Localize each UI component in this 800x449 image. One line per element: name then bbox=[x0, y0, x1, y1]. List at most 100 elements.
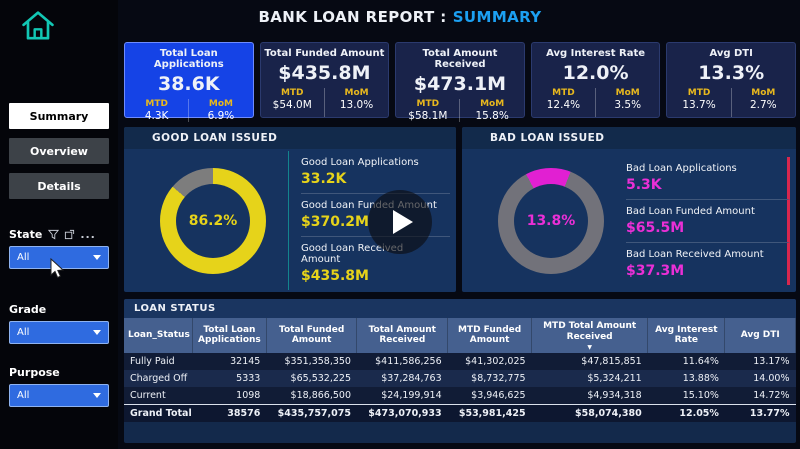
focus-mode-icon[interactable] bbox=[64, 229, 75, 240]
table-cell: 13.88% bbox=[647, 369, 725, 387]
table-cell: 1098 bbox=[192, 386, 267, 405]
mtd-label: MTD bbox=[687, 88, 711, 98]
mtd-value: 4.3K bbox=[144, 110, 169, 122]
column-header-label: MTD Total Amount Received bbox=[543, 321, 637, 342]
column-header-mtd-received[interactable]: MTD Total Amount Received ▼ bbox=[531, 318, 649, 353]
state-dropdown[interactable]: All bbox=[9, 246, 109, 269]
table-row-fully-paid[interactable]: Fully Paid 32145 $351,358,350 $411,586,2… bbox=[124, 352, 796, 370]
purpose-filter-group: Purpose All bbox=[9, 366, 109, 407]
table-cell: $53,981,425 bbox=[447, 403, 532, 422]
table-cell: 12.05% bbox=[647, 403, 725, 422]
kpi-card-avg-interest-rate[interactable]: Avg Interest Rate 12.0% MTD 12.4% MoM 3.5% bbox=[530, 42, 661, 118]
table-cell: $41,302,025 bbox=[447, 352, 532, 370]
report-title-text: BANK LOAN REPORT : bbox=[258, 8, 447, 26]
kpi-value: 38.6K bbox=[157, 73, 220, 95]
grade-filter-group: Grade All bbox=[9, 303, 109, 344]
chevron-down-icon bbox=[93, 255, 101, 260]
metric-label: Good Loan Received Amount bbox=[301, 243, 404, 265]
kpi-value: 12.0% bbox=[562, 62, 629, 84]
play-button[interactable] bbox=[368, 190, 432, 254]
column-header-avg-interest[interactable]: Avg Interest Rate bbox=[647, 318, 726, 353]
grade-filter-label: Grade bbox=[9, 303, 47, 316]
table-cell: 5333 bbox=[192, 369, 267, 387]
bad-loan-panel: BAD LOAN ISSUED 13.8% Bad Loan Applicati… bbox=[462, 127, 796, 292]
sidebar: Summary Overview Details State ... bbox=[0, 0, 118, 449]
sidebar-nav: Summary Overview Details bbox=[9, 103, 109, 208]
column-header-avg-dti[interactable]: Avg DTI bbox=[724, 318, 796, 353]
grade-dropdown-value: All bbox=[17, 327, 30, 338]
table-cell: $435,757,075 bbox=[266, 403, 357, 422]
table-cell: 13.17% bbox=[724, 352, 796, 370]
kpi-card-total-loan-applications[interactable]: Total Loan Applications 38.6K MTD 4.3K Mo… bbox=[124, 42, 254, 122]
table-cell: $4,934,318 bbox=[531, 386, 648, 405]
column-header-total-applications[interactable]: Total Loan Applications bbox=[192, 318, 267, 353]
table-cell: $8,732,775 bbox=[447, 369, 532, 387]
bad-loan-panel-title: BAD LOAN ISSUED bbox=[462, 127, 796, 149]
nav-tab-summary[interactable]: Summary bbox=[9, 103, 109, 129]
mtd-value: 13.7% bbox=[682, 99, 716, 111]
column-header-mtd-funded[interactable]: MTD Funded Amount bbox=[447, 318, 533, 353]
kpi-value: $473.1M bbox=[413, 73, 507, 95]
mom-label: MoM bbox=[615, 88, 640, 98]
column-header-total-received[interactable]: Total Amount Received bbox=[356, 318, 449, 353]
kpi-value: 13.3% bbox=[698, 62, 765, 84]
table-row-charged-off[interactable]: Charged Off 5333 $65,532,225 $37,284,763… bbox=[124, 369, 796, 387]
table-cell: 14.00% bbox=[724, 369, 796, 387]
loan-status-table: Loan_Status Total Loan Applications Tota… bbox=[124, 318, 796, 422]
kpi-row: Total Loan Applications 38.6K MTD 4.3K Mo… bbox=[124, 42, 796, 122]
table-row-current[interactable]: Current 1098 $18,866,500 $24,199,914 $3,… bbox=[124, 386, 796, 405]
table-header-row: Loan_Status Total Loan Applications Tota… bbox=[124, 318, 796, 353]
kpi-title: Total Funded Amount bbox=[264, 48, 385, 59]
metric-value: $370.2M bbox=[301, 214, 369, 230]
mtd-value: $54.0M bbox=[272, 99, 312, 111]
mom-label: MoM bbox=[208, 99, 233, 109]
sort-descending-icon[interactable]: ▼ bbox=[587, 343, 592, 351]
home-icon[interactable] bbox=[18, 6, 58, 46]
good-loan-panel-title: GOOD LOAN ISSUED bbox=[124, 127, 456, 149]
metric-label: Good Loan Applications bbox=[301, 157, 419, 168]
table-cell: 15.10% bbox=[647, 386, 725, 405]
play-icon bbox=[393, 210, 413, 234]
more-options-icon[interactable]: ... bbox=[80, 227, 96, 241]
table-cell: Current bbox=[124, 386, 193, 405]
bad-loan-donut-chart[interactable]: 13.8% bbox=[498, 167, 604, 274]
table-cell: $18,866,500 bbox=[266, 386, 357, 405]
table-row-grand-total: Grand Total 38576 $435,757,075 $473,070,… bbox=[124, 403, 796, 422]
mtd-label: MTD bbox=[416, 99, 440, 109]
purpose-dropdown-value: All bbox=[17, 390, 30, 401]
table-cell: 38576 bbox=[192, 403, 267, 422]
column-header-loan-status[interactable]: Loan_Status bbox=[124, 318, 193, 353]
table-cell: Fully Paid bbox=[124, 352, 193, 370]
table-cell: 14.72% bbox=[724, 386, 796, 405]
metric-value: 33.2K bbox=[301, 171, 347, 187]
purpose-dropdown[interactable]: All bbox=[9, 384, 109, 407]
table-cell: $24,199,914 bbox=[356, 386, 448, 405]
kpi-card-total-amount-received[interactable]: Total Amount Received $473.1M MTD $58.1M … bbox=[395, 42, 525, 122]
table-cell: $65,532,225 bbox=[266, 369, 357, 387]
table-cell: $351,358,350 bbox=[266, 352, 357, 370]
chevron-down-icon bbox=[93, 330, 101, 335]
metric-value: $65.5M bbox=[626, 219, 685, 236]
mom-value: 3.5% bbox=[614, 99, 642, 111]
good-loan-percentage: 86.2% bbox=[188, 212, 238, 229]
kpi-card-avg-dti[interactable]: Avg DTI 13.3% MTD 13.7% MoM 2.7% bbox=[666, 42, 796, 118]
metric-label: Bad Loan Received Amount bbox=[626, 248, 764, 260]
filter-icon[interactable] bbox=[48, 229, 60, 240]
mom-value: 15.8% bbox=[475, 110, 509, 122]
purpose-filter-label: Purpose bbox=[9, 366, 60, 379]
column-header-total-funded[interactable]: Total Funded Amount bbox=[266, 318, 358, 353]
mtd-label: MTD bbox=[552, 88, 575, 98]
nav-tab-overview[interactable]: Overview bbox=[9, 138, 109, 164]
metric-label: Bad Loan Funded Amount bbox=[626, 205, 755, 217]
nav-tab-details[interactable]: Details bbox=[9, 173, 109, 199]
grade-dropdown[interactable]: All bbox=[9, 321, 109, 344]
table-cell: $3,946,625 bbox=[447, 386, 532, 405]
table-cell: 32145 bbox=[192, 352, 267, 370]
good-loan-received-metric: Good Loan Received Amount $435.8M bbox=[301, 236, 450, 290]
good-loan-donut-chart[interactable]: 86.2% bbox=[160, 167, 266, 274]
kpi-card-total-funded-amount[interactable]: Total Funded Amount $435.8M MTD $54.0M Mo… bbox=[259, 42, 390, 118]
bad-loan-received-metric: Bad Loan Received Amount $37.3M bbox=[626, 241, 790, 285]
page-title: BANK LOAN REPORT : SUMMARY bbox=[0, 8, 800, 26]
report-subtitle-text: SUMMARY bbox=[452, 8, 542, 26]
